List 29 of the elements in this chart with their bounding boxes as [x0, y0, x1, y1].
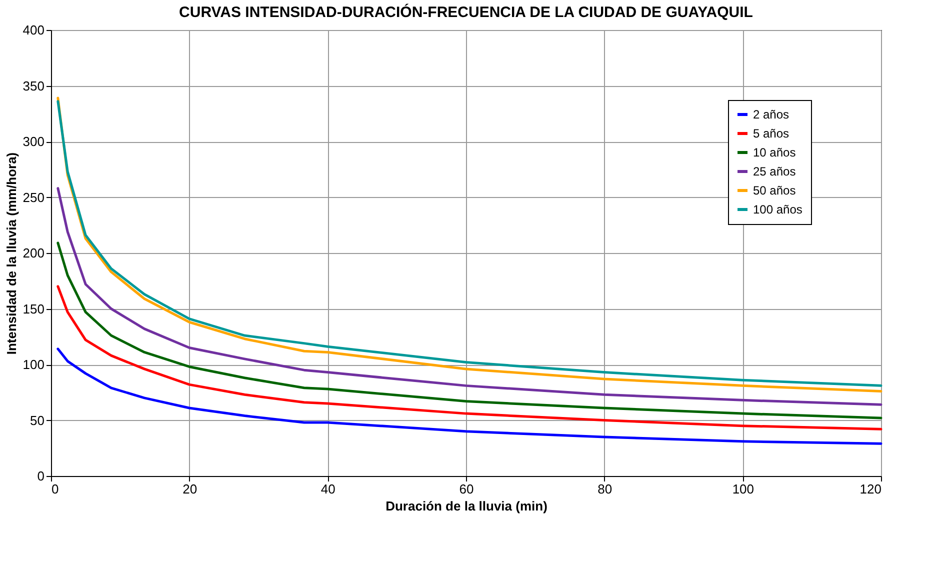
x-tick-label: 60 — [459, 482, 474, 496]
line-series — [56, 348, 882, 445]
y-tick-label: 400 — [22, 22, 44, 38]
y-tick-label: 150 — [22, 301, 44, 316]
x-axis-title: Duración de la lluvia (min) — [386, 498, 548, 514]
x-tick-label: 100 — [732, 482, 754, 496]
x-tick-label: 20 — [182, 482, 198, 496]
y-axis-title: Intensidad de la lluvia (mm/hora) — [4, 152, 19, 355]
y-tick-label: 0 — [37, 468, 44, 484]
line-series — [56, 285, 882, 430]
y-tick-label: 300 — [22, 134, 44, 149]
y-tick-label: 200 — [22, 246, 44, 260]
y-tick-label: 350 — [22, 78, 44, 94]
legend-label: 50 años — [753, 184, 796, 198]
x-tick-label: 120 — [860, 482, 882, 496]
legend-label: 10 años — [753, 146, 796, 160]
legend-label: 100 años — [753, 202, 802, 216]
line-series — [56, 187, 882, 406]
legend-label: 5 años — [753, 126, 790, 140]
x-tick-label: 80 — [598, 482, 612, 496]
chart-title: CURVAS INTENSIDAD-DURACIÓN-FRECUENCIA DE LA CIUDAD DE GUAYAQUIL — [179, 3, 753, 21]
y-tick-label: 250 — [22, 190, 44, 205]
x-tick-label: 0 — [52, 482, 59, 496]
x-tick-label: 40 — [320, 482, 336, 496]
y-tick-label: 100 — [22, 357, 44, 372]
legend-label: 2 años — [753, 108, 790, 122]
line-series — [56, 242, 882, 420]
legend-label: 25 años — [753, 164, 796, 178]
y-tick-label: 50 — [30, 412, 44, 428]
